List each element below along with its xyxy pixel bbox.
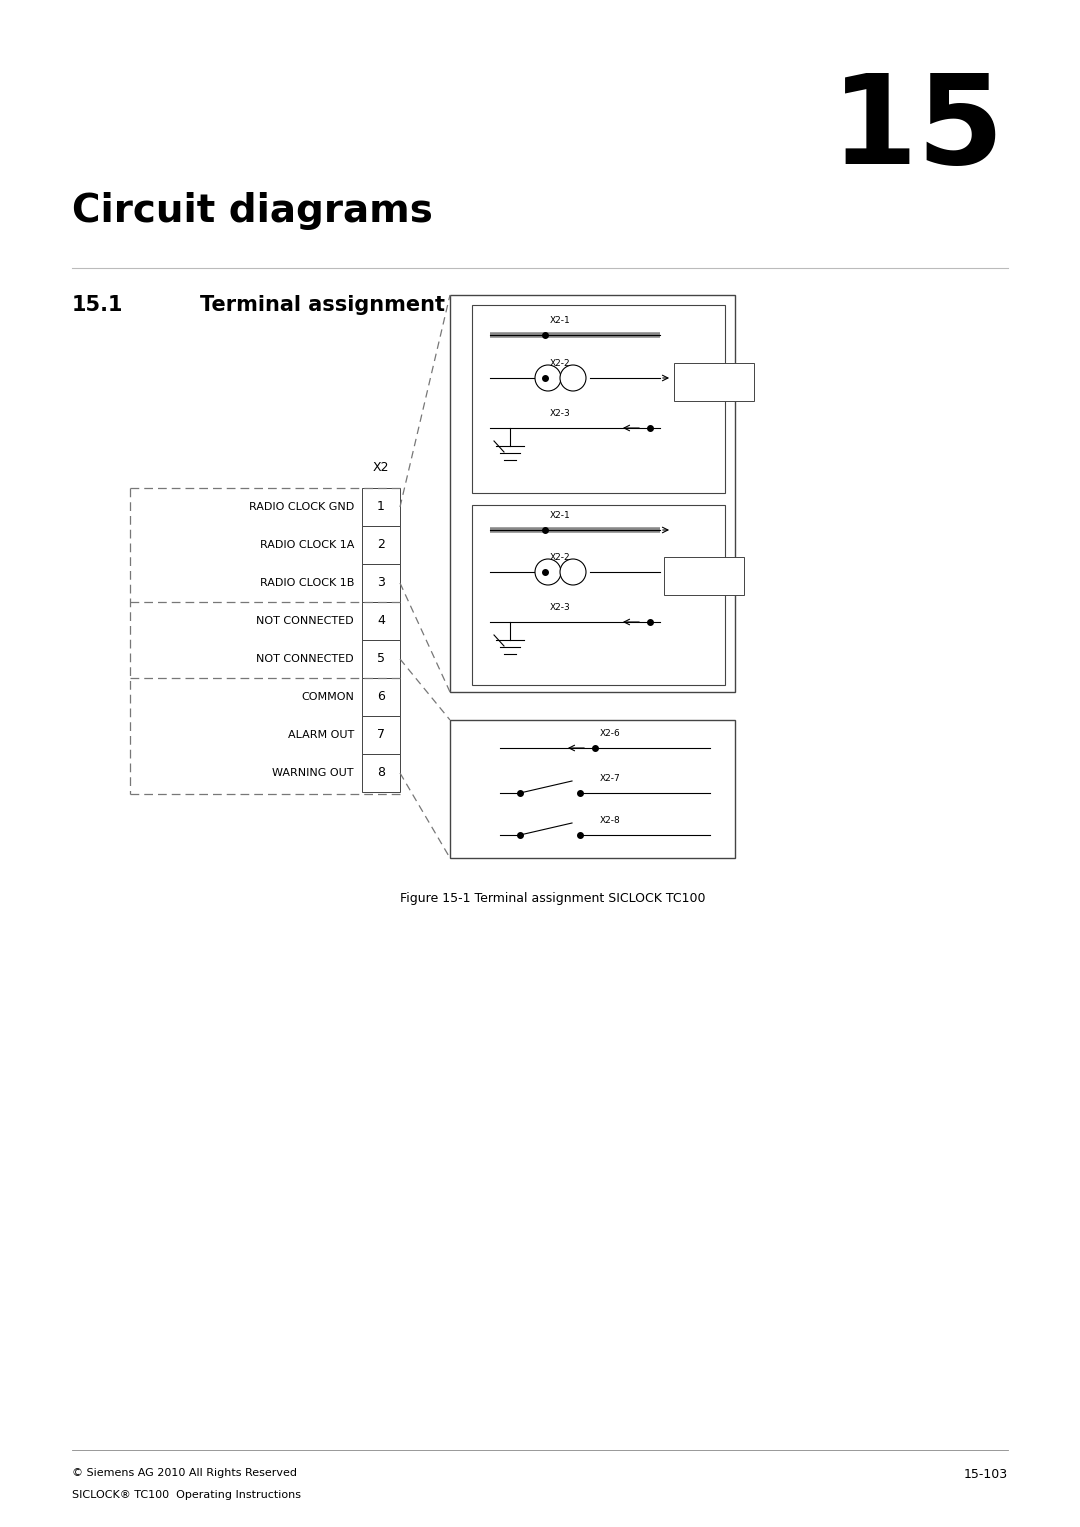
Text: X2-7: X2-7 xyxy=(600,774,621,783)
Text: X2-3: X2-3 xyxy=(550,409,570,418)
Text: RADIO CLOCK 1B: RADIO CLOCK 1B xyxy=(259,579,354,588)
Text: © Siemens AG 2010 All Rights Reserved: © Siemens AG 2010 All Rights Reserved xyxy=(72,1467,297,1478)
Bar xyxy=(362,640,400,678)
Text: X2: X2 xyxy=(373,461,389,473)
Text: 5: 5 xyxy=(377,652,384,666)
Text: NOT CONNECTED: NOT CONNECTED xyxy=(256,654,354,664)
Circle shape xyxy=(535,559,561,585)
Circle shape xyxy=(535,365,561,391)
Bar xyxy=(362,563,400,602)
Text: active
Radio Clock: active Radio Clock xyxy=(679,563,729,583)
Text: X2-6: X2-6 xyxy=(600,728,621,738)
Bar xyxy=(472,305,725,493)
Text: 6: 6 xyxy=(377,690,384,704)
Text: X2-1: X2-1 xyxy=(550,316,570,325)
Circle shape xyxy=(561,365,586,391)
Text: RADIO CLOCK GND: RADIO CLOCK GND xyxy=(248,502,354,512)
Bar xyxy=(362,489,400,525)
Bar xyxy=(362,678,400,716)
Text: passive
Radio Clock: passive Radio Clock xyxy=(689,370,739,389)
Text: NOT CONNECTED: NOT CONNECTED xyxy=(256,615,354,626)
Text: COMMON: COMMON xyxy=(301,692,354,702)
Bar xyxy=(472,505,725,686)
Text: 15.1: 15.1 xyxy=(72,295,123,315)
Text: X2-2: X2-2 xyxy=(550,553,570,562)
Text: 8: 8 xyxy=(377,767,384,779)
Bar xyxy=(362,602,400,640)
Text: X2-1: X2-1 xyxy=(550,512,570,521)
Bar xyxy=(362,754,400,793)
Text: 1: 1 xyxy=(377,501,384,513)
Text: 15-103: 15-103 xyxy=(963,1467,1008,1481)
Text: X2-3: X2-3 xyxy=(550,603,570,612)
FancyBboxPatch shape xyxy=(664,557,744,596)
Text: 15: 15 xyxy=(831,69,1005,189)
Text: 2: 2 xyxy=(377,539,384,551)
Bar xyxy=(362,525,400,563)
Text: WARNING OUT: WARNING OUT xyxy=(272,768,354,777)
Text: Figure 15-1 Terminal assignment SICLOCK TC100: Figure 15-1 Terminal assignment SICLOCK … xyxy=(400,892,705,906)
Bar xyxy=(450,721,735,858)
Text: 4: 4 xyxy=(377,614,384,628)
Text: SICLOCK® TC100  Operating Instructions: SICLOCK® TC100 Operating Instructions xyxy=(72,1490,301,1500)
FancyBboxPatch shape xyxy=(674,363,754,402)
Text: Circuit diagrams: Circuit diagrams xyxy=(72,192,433,231)
Text: X2-8: X2-8 xyxy=(600,815,621,825)
Bar xyxy=(362,716,400,754)
Text: ALARM OUT: ALARM OUT xyxy=(287,730,354,741)
Text: X2-2: X2-2 xyxy=(550,359,570,368)
Circle shape xyxy=(561,559,586,585)
Bar xyxy=(450,295,735,692)
Text: Terminal assignment: Terminal assignment xyxy=(200,295,445,315)
Text: 3: 3 xyxy=(377,577,384,589)
Text: RADIO CLOCK 1A: RADIO CLOCK 1A xyxy=(259,541,354,550)
Text: 7: 7 xyxy=(377,728,384,742)
